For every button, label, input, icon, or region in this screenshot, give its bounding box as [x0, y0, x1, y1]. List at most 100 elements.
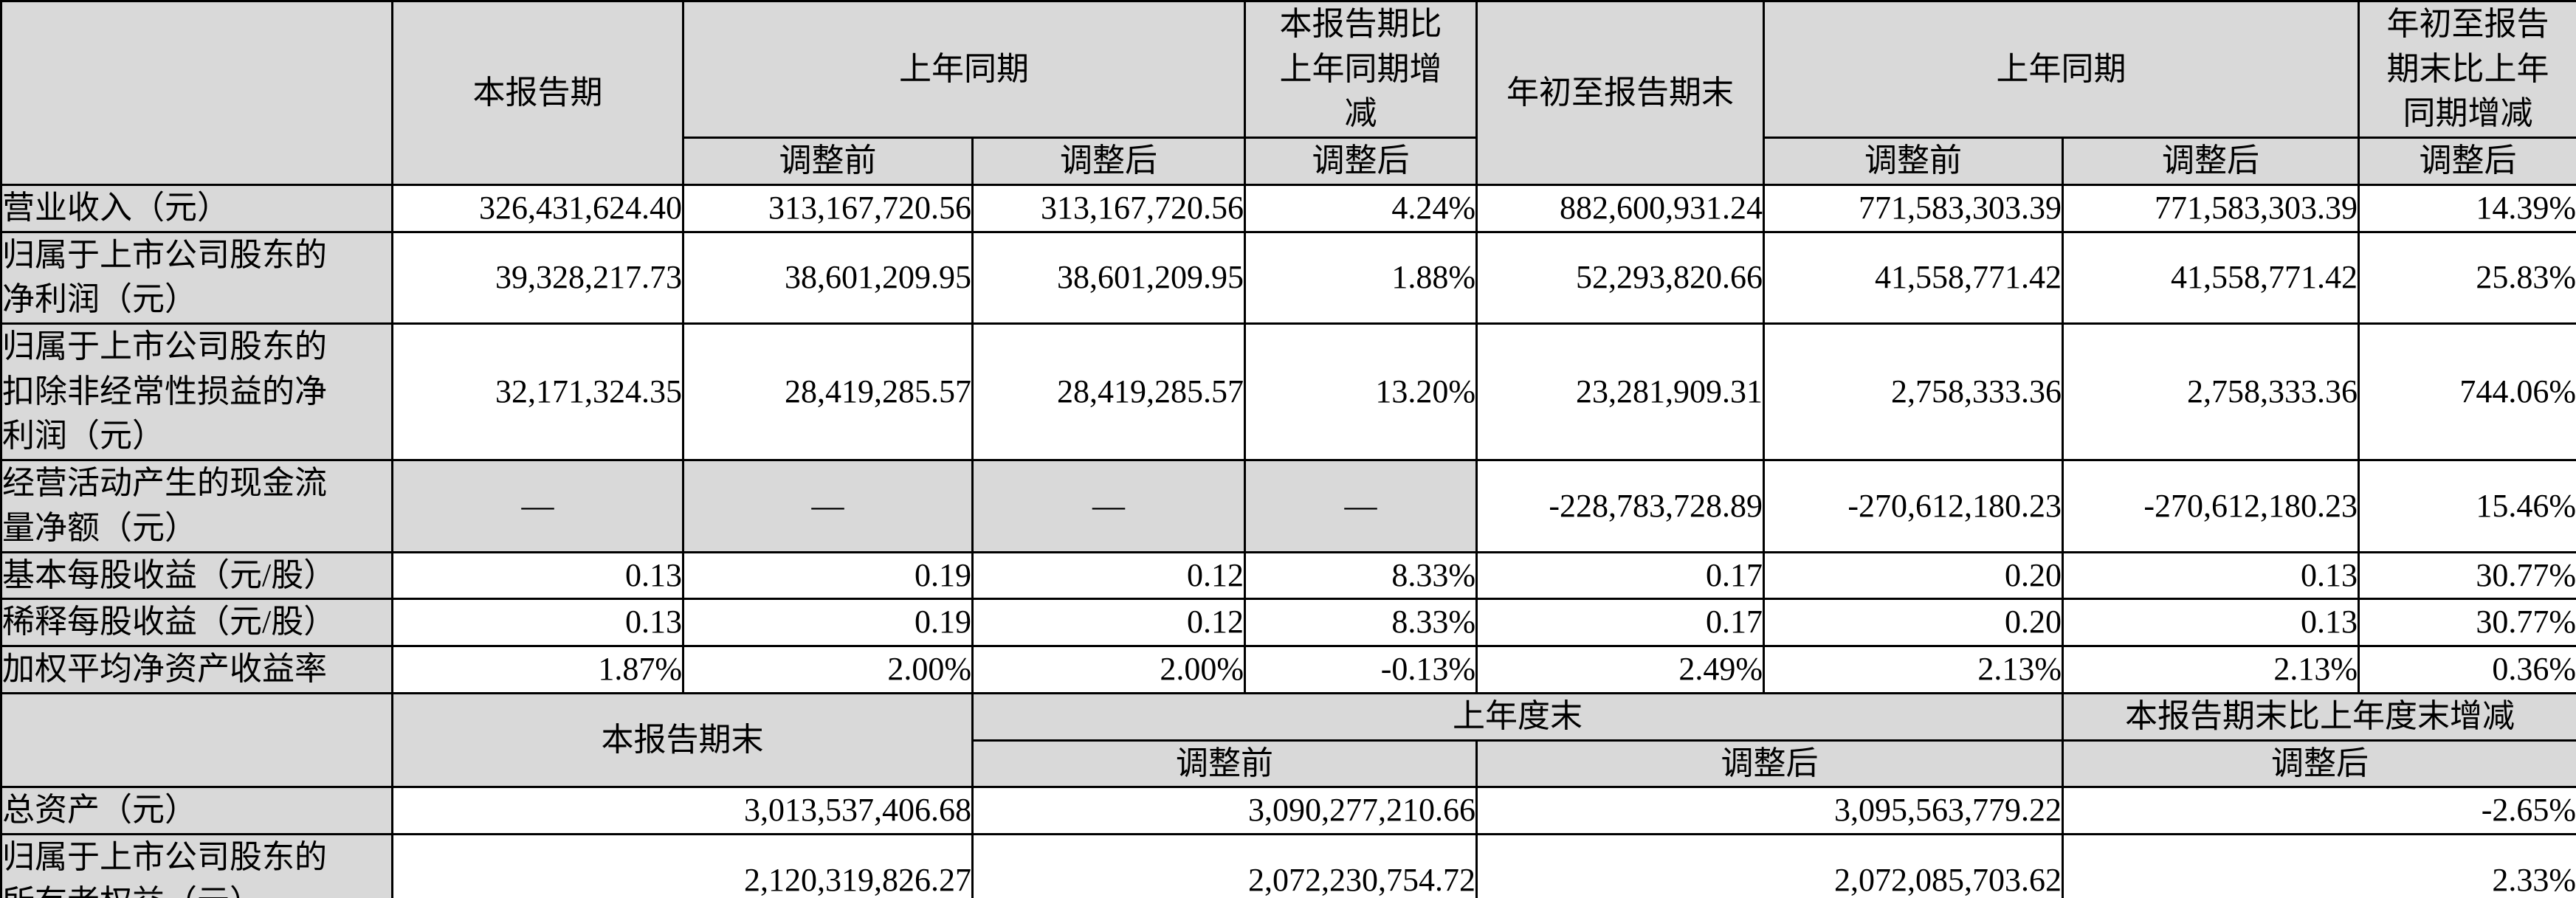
row-label: 基本每股收益（元/股） — [0, 550, 393, 601]
col-header-current-period: 本报告期 — [391, 0, 684, 186]
bottom-header-row-2: 调整前 调整后 调整后 — [1, 739, 2576, 789]
value-cell: 0.20 — [1763, 550, 2064, 601]
header-row-2: 调整前 调整后 调整后 调整前 调整后 调整后 — [1, 137, 2576, 186]
col-header-ytd: 年初至报告期末 — [1475, 0, 1765, 186]
row-label: 归属于上市公司股东的 扣除非经常性损益的净 利润（元） — [0, 322, 393, 462]
table-row-diluted-eps: 稀释每股收益（元/股） 0.13 0.19 0.12 8.33% 0.17 0.… — [0, 598, 2576, 648]
col-header-period-end-change: 本报告期末比上年度末增减 — [2062, 691, 2576, 742]
value-cell: 1.87% — [391, 645, 684, 694]
col-header-prior-year-end: 上年度末 — [971, 691, 2064, 742]
value-cell: 313,167,720.56 — [971, 183, 1246, 233]
value-cell: 38,601,209.95 — [971, 230, 1246, 325]
table-row-net-profit: 归属于上市公司股东的 净利润（元） 39,328,217.73 38,601,2… — [0, 230, 2576, 325]
subheader-post-adjust: 调整后 — [2358, 137, 2576, 186]
value-cell: 30.77% — [2358, 550, 2576, 601]
value-cell: 0.13 — [2062, 550, 2360, 601]
value-cell: 32,171,324.35 — [391, 322, 684, 462]
value-cell: 8.33% — [1244, 550, 1478, 601]
row-label: 加权平均净资产收益率 — [0, 645, 393, 694]
value-cell: 2.13% — [1763, 645, 2064, 694]
value-cell: 0.19 — [682, 598, 974, 648]
table-row-owners-equity: 归属于上市公司股东的 所有者权益（元） 2,120,319,826.27 2,0… — [0, 833, 2576, 898]
value-cell: 52,293,820.66 — [1475, 230, 1765, 325]
value-cell: 0.17 — [1475, 598, 1765, 648]
value-cell: -0.13% — [1244, 645, 1478, 694]
value-cell: 41,558,771.42 — [1763, 230, 2064, 325]
subheader-pre-adjust: 调整前 — [971, 739, 1478, 789]
value-cell: 30.77% — [2358, 598, 2576, 648]
value-cell: 744.06% — [2358, 322, 2576, 462]
value-cell: 2,758,333.36 — [2062, 322, 2360, 462]
table-row-total-assets: 总资产（元） 3,013,537,406.68 3,090,277,210.66… — [0, 786, 2576, 836]
table-row-weighted-avg-roe: 加权平均净资产收益率 1.87% 2.00% 2.00% -0.13% 2.49… — [0, 645, 2576, 694]
value-cell: 771,583,303.39 — [2062, 183, 2360, 233]
value-cell: 41,558,771.42 — [2062, 230, 2360, 325]
value-cell: 771,583,303.39 — [1763, 183, 2064, 233]
value-cell: 0.13 — [391, 550, 684, 601]
col-header-prior-period-ytd: 上年同期 — [1763, 0, 2360, 139]
col-header-prior-period: 上年同期 — [682, 0, 1246, 139]
value-cell: 0.20 — [1763, 598, 2064, 648]
subheader-post-adjust: 调整后 — [1475, 739, 2064, 789]
value-cell: 2.49% — [1475, 645, 1765, 694]
value-cell: -2.65% — [2062, 786, 2576, 836]
value-cell: 882,600,931.24 — [1475, 183, 1765, 233]
subheader-post-adjust: 调整后 — [1244, 137, 1478, 186]
value-cell: 1.88% — [1244, 230, 1478, 325]
value-cell: 2,758,333.36 — [1763, 322, 2064, 462]
col-header-period-end: 本报告期末 — [391, 691, 974, 789]
value-cell-dash: — — [391, 459, 684, 553]
value-cell: -270,612,180.23 — [2062, 459, 2360, 553]
bottom-corner-empty-cell — [0, 691, 393, 789]
value-cell: 2,072,085,703.62 — [1475, 833, 2064, 898]
value-cell: 2.33% — [2062, 833, 2576, 898]
row-label: 总资产（元） — [0, 786, 393, 836]
value-cell: 3,013,537,406.68 — [391, 786, 974, 836]
col-header-qoq-change: 本报告期比 上年同期增 减 — [1244, 0, 1478, 139]
table-row-basic-eps: 基本每股收益（元/股） 0.13 0.19 0.12 8.33% 0.17 0.… — [0, 550, 2576, 601]
row-label: 营业收入（元） — [0, 183, 393, 233]
value-cell: 326,431,624.40 — [391, 183, 684, 233]
value-cell: 0.17 — [1475, 550, 1765, 601]
value-cell: 4.24% — [1244, 183, 1478, 233]
value-cell: 313,167,720.56 — [682, 183, 974, 233]
subheader-pre-adjust: 调整前 — [682, 137, 974, 186]
value-cell: 2.00% — [971, 645, 1246, 694]
bottom-header-row-1: 本报告期末 上年度末 本报告期末比上年度末增减 — [0, 691, 2576, 789]
table-row-revenue: 营业收入（元） 326,431,624.40 313,167,720.56 31… — [0, 183, 2576, 233]
subheader-post-adjust: 调整后 — [971, 137, 1246, 186]
table-row-operating-cash-flow: 经营活动产生的现金流 量净额（元） — — — — -228,783,728.8… — [0, 459, 2576, 553]
value-cell: 25.83% — [2358, 230, 2576, 325]
subheader-post-adjust: 调整后 — [2062, 739, 2576, 789]
row-label: 归属于上市公司股东的 净利润（元） — [0, 230, 393, 325]
value-cell: 2,072,230,754.72 — [971, 833, 1478, 898]
value-cell: 3,090,277,210.66 — [971, 786, 1478, 836]
value-cell: 8.33% — [1244, 598, 1478, 648]
row-label: 归属于上市公司股东的 所有者权益（元） — [0, 833, 393, 898]
value-cell: 0.13 — [2062, 598, 2360, 648]
value-cell: 2,120,319,826.27 — [391, 833, 974, 898]
value-cell: -270,612,180.23 — [1763, 459, 2064, 553]
value-cell: 28,419,285.57 — [682, 322, 974, 462]
table-row-net-profit-excl-nonrecurring: 归属于上市公司股东的 扣除非经常性损益的净 利润（元） 32,171,324.3… — [0, 322, 2576, 462]
subheader-post-adjust: 调整后 — [2062, 137, 2360, 186]
value-cell: 38,601,209.95 — [682, 230, 974, 325]
value-cell: 28,419,285.57 — [971, 322, 1246, 462]
value-cell: 0.36% — [2358, 645, 2576, 694]
value-cell: 15.46% — [2358, 459, 2576, 553]
value-cell: 14.39% — [2358, 183, 2576, 233]
value-cell: 39,328,217.73 — [391, 230, 684, 325]
value-cell: 0.19 — [682, 550, 974, 601]
value-cell: 2.00% — [682, 645, 974, 694]
row-label: 稀释每股收益（元/股） — [0, 598, 393, 648]
value-cell: 0.13 — [391, 598, 684, 648]
value-cell: 0.12 — [971, 598, 1246, 648]
value-cell-dash: — — [682, 459, 974, 553]
col-header-ytd-change: 年初至报告 期末比上年 同期增减 — [2358, 0, 2576, 139]
header-row-1: 本报告期 上年同期 本报告期比 上年同期增 减 年初至报告期末 上年同期 年初至… — [0, 0, 2576, 186]
value-cell-dash: — — [971, 459, 1246, 553]
value-cell: 2.13% — [2062, 645, 2360, 694]
value-cell-dash: — — [1244, 459, 1478, 553]
